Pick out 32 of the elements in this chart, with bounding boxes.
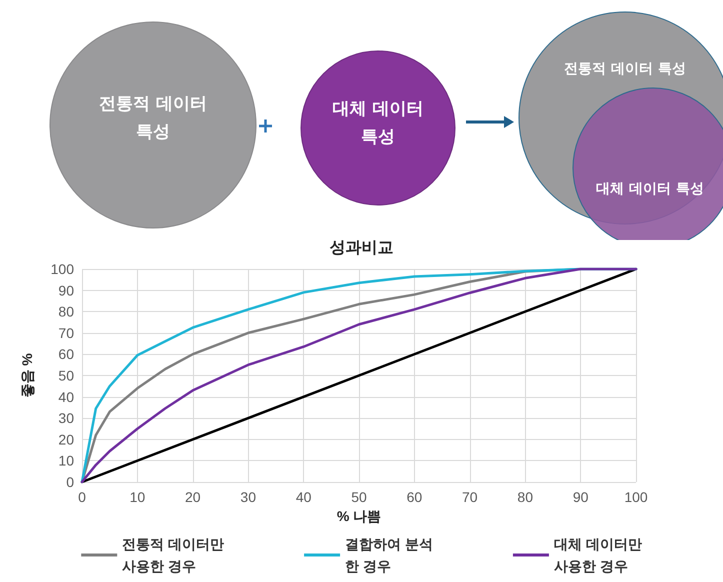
y-tick-label: 50 bbox=[58, 368, 74, 384]
y-tick-label: 90 bbox=[58, 282, 74, 298]
x-tick-label: 50 bbox=[351, 489, 367, 505]
x-tick-label: 30 bbox=[240, 489, 256, 505]
x-tick-label: 100 bbox=[624, 489, 648, 505]
x-tick-label: 20 bbox=[185, 489, 201, 505]
chart-title: 성과비교 bbox=[330, 240, 394, 256]
y-tick-label: 30 bbox=[58, 410, 74, 426]
text: 대체 데이터 특성 bbox=[595, 180, 705, 199]
y-tick-label: 0 bbox=[66, 474, 74, 490]
legend-label: 대체 데이터만 사용한 경우 bbox=[554, 536, 642, 574]
x-axis-title: % 나쁨 bbox=[336, 508, 382, 524]
x-tick-label: 80 bbox=[517, 489, 534, 505]
y-tick-label: 20 bbox=[58, 431, 74, 448]
x-tick-label: 0 bbox=[78, 489, 86, 505]
y-tick-label: 40 bbox=[58, 388, 74, 405]
x-tick-label: 90 bbox=[572, 489, 589, 505]
x-tick-label: 10 bbox=[130, 489, 146, 505]
text: 대체 데이터 특성 bbox=[332, 98, 424, 149]
y-tick-label: 70 bbox=[58, 324, 74, 341]
x-tick-label: 70 bbox=[462, 489, 478, 505]
legend-label: 결합하여 분석 한 경우 bbox=[345, 536, 433, 574]
legend-label: 전통적 데이터만 사용한 경우 bbox=[122, 536, 224, 574]
text: 전통적 데이터 특성 bbox=[563, 60, 687, 79]
y-tick-label: 10 bbox=[58, 452, 74, 469]
y-axis-title: 좋음 % bbox=[19, 352, 35, 398]
y-tick-label: 100 bbox=[50, 261, 74, 277]
y-tick-label: 80 bbox=[58, 304, 74, 320]
y-tick-label: 60 bbox=[58, 346, 74, 362]
x-tick-label: 40 bbox=[296, 489, 312, 505]
text: 전통적 데이터 특성 bbox=[98, 93, 208, 144]
x-tick-label: 60 bbox=[406, 489, 422, 505]
